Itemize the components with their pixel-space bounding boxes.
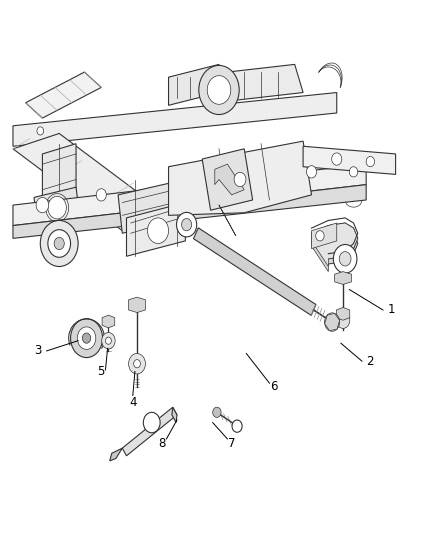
Polygon shape bbox=[169, 64, 219, 106]
Polygon shape bbox=[34, 187, 80, 231]
Circle shape bbox=[339, 252, 351, 266]
Polygon shape bbox=[172, 407, 177, 423]
Polygon shape bbox=[25, 72, 101, 118]
Text: 7: 7 bbox=[228, 437, 235, 449]
Circle shape bbox=[332, 153, 342, 165]
Polygon shape bbox=[325, 313, 339, 331]
Polygon shape bbox=[13, 164, 366, 225]
Circle shape bbox=[234, 172, 246, 187]
Circle shape bbox=[77, 327, 96, 350]
Polygon shape bbox=[227, 64, 303, 100]
Circle shape bbox=[48, 230, 71, 257]
Circle shape bbox=[37, 127, 44, 135]
Polygon shape bbox=[335, 272, 351, 285]
Polygon shape bbox=[102, 315, 115, 328]
Circle shape bbox=[336, 312, 350, 328]
Circle shape bbox=[106, 337, 111, 344]
Text: 1: 1 bbox=[388, 303, 395, 317]
Circle shape bbox=[182, 219, 192, 231]
Circle shape bbox=[325, 313, 340, 332]
Circle shape bbox=[96, 189, 106, 201]
Circle shape bbox=[40, 221, 78, 266]
Text: 6: 6 bbox=[270, 380, 277, 393]
Circle shape bbox=[199, 66, 239, 115]
Polygon shape bbox=[13, 184, 366, 238]
Circle shape bbox=[143, 413, 160, 433]
Polygon shape bbox=[169, 141, 311, 215]
Circle shape bbox=[54, 237, 64, 249]
Circle shape bbox=[316, 231, 324, 241]
Circle shape bbox=[207, 76, 231, 104]
Polygon shape bbox=[215, 164, 244, 195]
Text: 2: 2 bbox=[367, 354, 374, 368]
Polygon shape bbox=[202, 149, 253, 210]
Polygon shape bbox=[311, 223, 358, 266]
Polygon shape bbox=[311, 223, 337, 248]
Circle shape bbox=[366, 157, 374, 167]
Circle shape bbox=[350, 167, 358, 177]
Circle shape bbox=[36, 197, 49, 213]
Text: 5: 5 bbox=[98, 365, 105, 378]
Polygon shape bbox=[129, 297, 145, 312]
Polygon shape bbox=[122, 407, 177, 456]
Polygon shape bbox=[13, 133, 169, 231]
Ellipse shape bbox=[345, 193, 362, 207]
Circle shape bbox=[177, 212, 197, 237]
Ellipse shape bbox=[224, 190, 239, 215]
Circle shape bbox=[213, 407, 221, 417]
Circle shape bbox=[82, 333, 91, 343]
Circle shape bbox=[134, 360, 140, 368]
Polygon shape bbox=[303, 146, 396, 174]
Polygon shape bbox=[127, 203, 185, 256]
Text: 8: 8 bbox=[159, 437, 166, 449]
Circle shape bbox=[232, 420, 242, 432]
Text: 3: 3 bbox=[35, 344, 42, 358]
Polygon shape bbox=[336, 308, 350, 320]
Polygon shape bbox=[194, 228, 316, 316]
Circle shape bbox=[102, 333, 115, 349]
Polygon shape bbox=[311, 228, 358, 272]
Circle shape bbox=[71, 319, 102, 358]
Circle shape bbox=[148, 218, 169, 244]
Circle shape bbox=[48, 196, 67, 219]
Circle shape bbox=[129, 353, 145, 374]
Circle shape bbox=[333, 245, 357, 273]
Polygon shape bbox=[118, 180, 190, 233]
Polygon shape bbox=[42, 144, 76, 225]
Circle shape bbox=[307, 166, 317, 178]
Polygon shape bbox=[110, 448, 122, 461]
Text: 4: 4 bbox=[129, 395, 137, 409]
Polygon shape bbox=[13, 93, 337, 146]
